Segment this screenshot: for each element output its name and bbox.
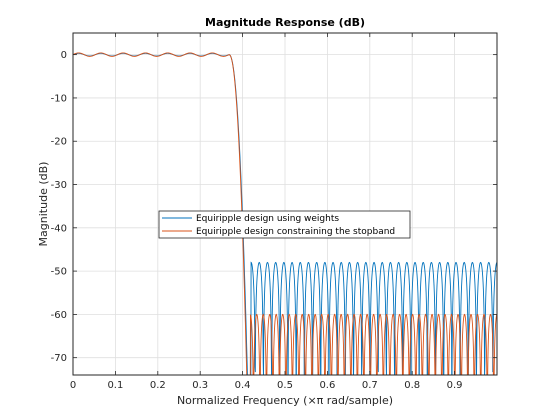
legend-box: [158, 210, 411, 239]
legend: Equiripple design using weights Equiripp…: [158, 210, 411, 239]
x-tick-label: 0.4: [235, 380, 251, 391]
y-tick-label: -40: [51, 223, 67, 234]
x-axis-title: Normalized Frequency (×π rad/sample): [177, 394, 393, 407]
x-tick-label: 0.3: [192, 380, 208, 391]
chart-title: Magnitude Response (dB): [205, 16, 365, 29]
legend-label-constrained: Equiripple design constraining the stopb…: [196, 227, 395, 237]
x-tick-label: 0.2: [150, 380, 166, 391]
series-lines: [73, 52, 497, 375]
y-axis-title: Magnitude (dB): [37, 162, 50, 247]
x-tick-label: 0.6: [319, 380, 335, 391]
y-axis-ticks: 0 -10 -20 -30 -40 -50 -60 -70: [51, 50, 497, 364]
x-tick-label: 0.7: [362, 380, 378, 391]
x-tick-label: 0.1: [107, 380, 123, 391]
y-tick-label: -20: [51, 137, 67, 148]
y-tick-label: -10: [51, 93, 67, 104]
x-axis-ticks: 0 0.1 0.2 0.3 0.4 0.5 0.6 0.7 0.8 0.9: [70, 33, 463, 391]
x-tick-label: 0.5: [277, 380, 293, 391]
legend-label-weights: Equiripple design using weights: [196, 214, 339, 224]
y-tick-label: 0: [61, 50, 67, 61]
y-tick-label: -30: [51, 180, 67, 191]
series-line-constrained: [73, 52, 497, 375]
y-tick-label: -50: [51, 267, 67, 278]
x-tick-label: 0.8: [404, 380, 420, 391]
y-tick-label: -70: [51, 353, 67, 364]
x-tick-label: 0.9: [447, 380, 463, 391]
x-tick-label: 0: [70, 380, 76, 391]
y-tick-label: -60: [51, 310, 67, 321]
